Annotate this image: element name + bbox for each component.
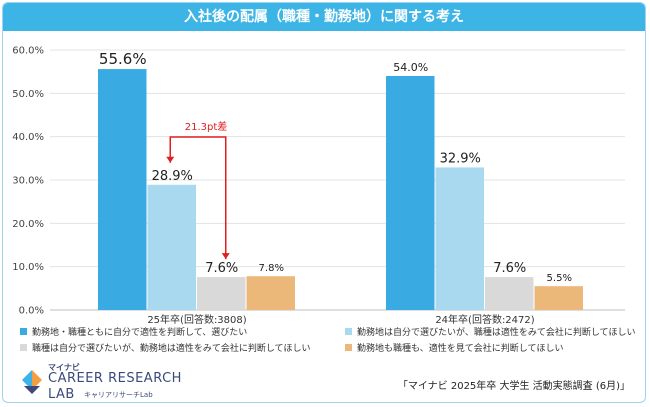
- logo-mark-icon: [22, 370, 42, 394]
- bar-1-3: [197, 277, 246, 310]
- data-label-2-3: 7.6%: [493, 261, 526, 276]
- y-tick-label-1: 10.0%: [12, 262, 44, 273]
- y-tick-label-0: 0.0%: [19, 306, 44, 317]
- annotation-label: 21.3pt差: [185, 120, 228, 133]
- annotation-arrow-right-icon: [221, 253, 230, 260]
- bar-2-3: [485, 277, 534, 310]
- bar-1-1: [98, 69, 147, 310]
- legend-swatch-4: [345, 344, 352, 351]
- bar-1-2: [147, 184, 196, 310]
- y-tick-label-5: 50.0%: [12, 89, 44, 100]
- logo-tag-text: キャリアリサーチLab: [84, 391, 153, 399]
- chart-title: 入社後の配属（職種・勤務地）に関する考え: [3, 3, 645, 31]
- legend-item-1: 勤務地・職種ともに自分で適性を判断して、選びたい: [20, 325, 247, 338]
- annotation-arrow-left-icon: [166, 156, 175, 163]
- legend-label-2: 勤務地は自分で選びたいが、職種は適性をみて会社に判断してほしい: [357, 328, 636, 338]
- logo-top-text: マイナビ: [48, 363, 80, 372]
- legend-swatch-3: [20, 344, 27, 351]
- bar-1-4: [246, 276, 295, 310]
- data-label-1-3: 7.6%: [205, 261, 238, 276]
- chart-frame: 入社後の配属（職種・勤務地）に関する考え: [2, 2, 646, 403]
- data-label-1-2: 28.9%: [152, 169, 193, 184]
- legend-item-4: 勤務地も職種も、適性を見て会社に判断してほしい: [345, 341, 563, 354]
- logo-main-text: CAREER RESEARCH: [48, 371, 182, 386]
- legend-swatch-2: [345, 328, 352, 335]
- y-tick-label-6: 60.0%: [12, 46, 44, 57]
- legend-item-3: 職種は自分で選びたいが、勤務地は適性をみて会社に判断してほしい: [20, 341, 311, 354]
- data-label-2-4: 5.5%: [547, 273, 572, 284]
- data-label-2-1: 54.0%: [393, 61, 428, 74]
- logo-sub-text: LAB: [48, 387, 75, 402]
- bar-2-1: [386, 76, 435, 310]
- career-research-lab-logo: マイナビ CAREER RESEARCH LAB キャリアリサーチLab: [18, 362, 198, 402]
- y-tick-label-4: 40.0%: [12, 132, 44, 143]
- data-label-1-1: 55.6%: [99, 50, 147, 68]
- annotation-bracket: [169, 136, 227, 260]
- data-label-2-2: 32.9%: [440, 151, 481, 166]
- y-tick-label-3: 30.0%: [12, 176, 44, 187]
- category-label-1: 25年卒(回答数:3808): [147, 313, 246, 326]
- bar-2-2: [435, 167, 484, 310]
- y-tick-label-2: 20.0%: [12, 219, 44, 230]
- data-label-1-4: 7.8%: [259, 263, 284, 274]
- category-label-2: 24年卒(回答数:2472): [435, 313, 534, 326]
- legend-label-1: 勤務地・職種ともに自分で適性を判断して、選びたい: [32, 328, 248, 338]
- bar-2-4: [534, 286, 583, 310]
- source-note: 「マイナビ 2025年卒 大学生 活動実態調査 (6月)」: [397, 381, 630, 392]
- legend-label-4: 勤務地も職種も、適性を見て会社に判断してほしい: [357, 344, 564, 354]
- legend-label-3: 職種は自分で選びたいが、勤務地は適性をみて会社に判断してほしい: [32, 344, 311, 354]
- legend-swatch-1: [20, 328, 27, 335]
- legend-item-2: 勤務地は自分で選びたいが、職種は適性をみて会社に判断してほしい: [345, 325, 636, 338]
